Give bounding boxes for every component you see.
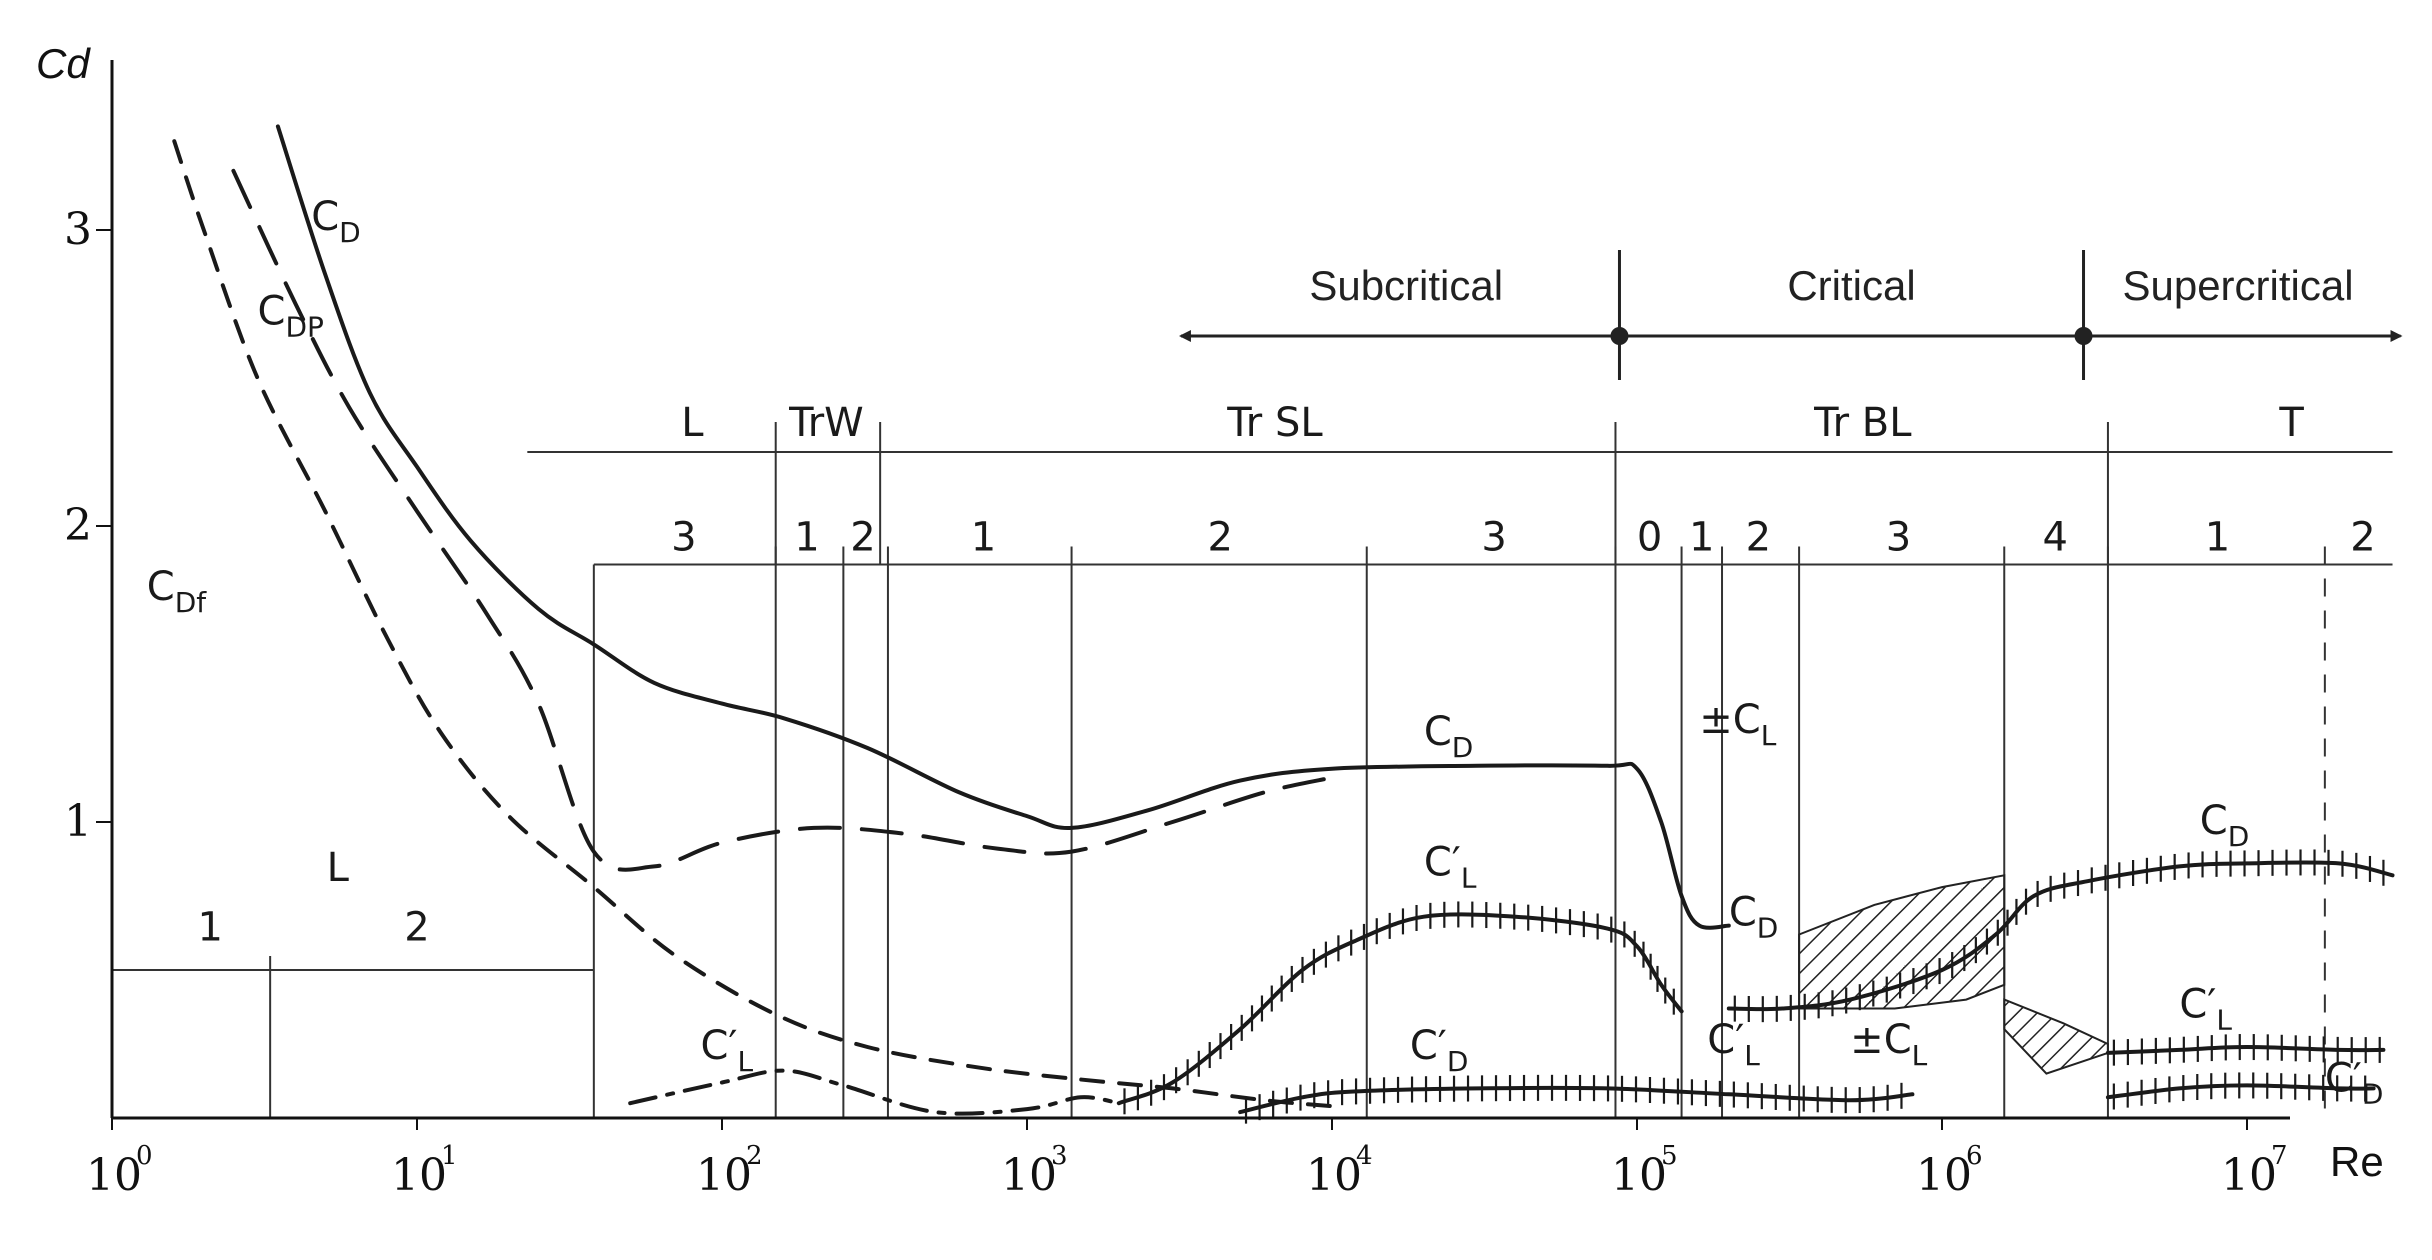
flow-subregime-label: 3 [1481,514,1506,560]
flow-regime-label: L [681,400,704,446]
series-label: CD [1424,709,1474,764]
labels-layer: Subcritical Critical Supercritical L TrW Tr S… [147,194,2384,1110]
series-line-5 [1238,1085,1915,1115]
regime-label-supercritical: Supercritical [2122,262,2353,309]
x-tick-exponent: 7 [2271,1141,2288,1171]
series-line-2 [172,139,1334,1109]
x-tick-label: 10 [1916,1150,1972,1201]
series-label: ±CL [1850,1017,1927,1072]
flow-subregime-label: 2 [2350,514,2375,560]
regime-label-subcritical: Subcritical [1309,262,1503,309]
flow-regime-label: TrW [788,400,864,446]
flow-subregime-label: 1 [971,514,996,560]
series-layer [172,124,2395,1124]
series-line-3 [1116,912,1684,1106]
x-tick-exponent: 4 [1356,1141,1373,1171]
flow-subregime-label: 0 [1637,514,1662,560]
x-tick-label: 10 [391,1150,447,1201]
x-tick-label: 10 [696,1150,752,1201]
x-tick-label: 10 [1611,1150,1667,1201]
series-label: C′L [2179,981,2232,1036]
series-line-1 [231,168,1334,872]
flow-subregime-label: L [327,845,350,891]
y-tick-label: 1 [64,796,92,847]
x-tick-exponent: 3 [1051,1141,1068,1171]
x-tick-exponent: 6 [1966,1141,1983,1171]
flow-subregime-label: 1 [1689,514,1714,560]
series-label: CDf [147,564,207,619]
series-label: C′L [1424,839,1477,894]
series-line-4 [628,1068,1121,1116]
y-axis-title: Cd [36,40,91,87]
series-line-0 [275,124,1731,930]
flow-regime-label: Tr BL [1813,400,1912,446]
flow-subregime-label: 2 [1746,514,1771,560]
hatched-band [2003,998,2109,1075]
regime-boundary-dot [2074,327,2093,345]
series-label: CD [2200,798,2250,853]
series-label: CD [1729,890,1779,945]
y-tick-label: 2 [64,500,92,551]
y-tick-label: 3 [64,204,92,255]
x-tick-label: 10 [86,1150,142,1201]
region-grid-layer [112,250,2403,1118]
series-label: C′D [1410,1023,1469,1078]
flow-regime-label: Tr SL [1226,400,1323,446]
x-tick-label: 10 [2221,1150,2277,1201]
x-tick-label: 10 [1001,1150,1057,1201]
x-tick-exponent: 0 [136,1141,153,1171]
series-label: C′L [1707,1017,1760,1072]
x-tick-exponent: 2 [746,1141,763,1171]
x-tick-exponent: 5 [1661,1141,1678,1171]
flow-subregime-label: 1 [2205,514,2230,560]
flow-subregime-label: 2 [404,904,429,950]
flow-subregime-label: 3 [671,514,696,560]
x-tick-label: 10 [1306,1150,1362,1201]
flow-subregime-label: 2 [850,514,875,560]
regime-boundary-dot [1610,327,1629,345]
series-label: CDP [258,289,324,344]
flow-subregime-label: 3 [1886,514,1911,560]
flow-subregime-label: 1 [198,904,223,950]
hatched-band [1798,874,2006,1010]
flow-subregime-label: 2 [1207,514,1232,560]
series-label: C′D [2325,1055,2384,1110]
series-label: ±CL [1699,697,1776,752]
series-line-7 [2105,1044,2386,1055]
regime-label-critical: Critical [1787,262,1915,309]
x-axis-title: Re [2330,1138,2384,1185]
flow-subregime-label: 4 [2042,514,2067,560]
x-tick-exponent: 1 [441,1141,458,1171]
flow-subregime-label: 1 [794,514,819,560]
flow-regime-label: T [2278,400,2304,446]
series-label: CD [311,194,361,249]
series-label: C′L [700,1023,753,1078]
